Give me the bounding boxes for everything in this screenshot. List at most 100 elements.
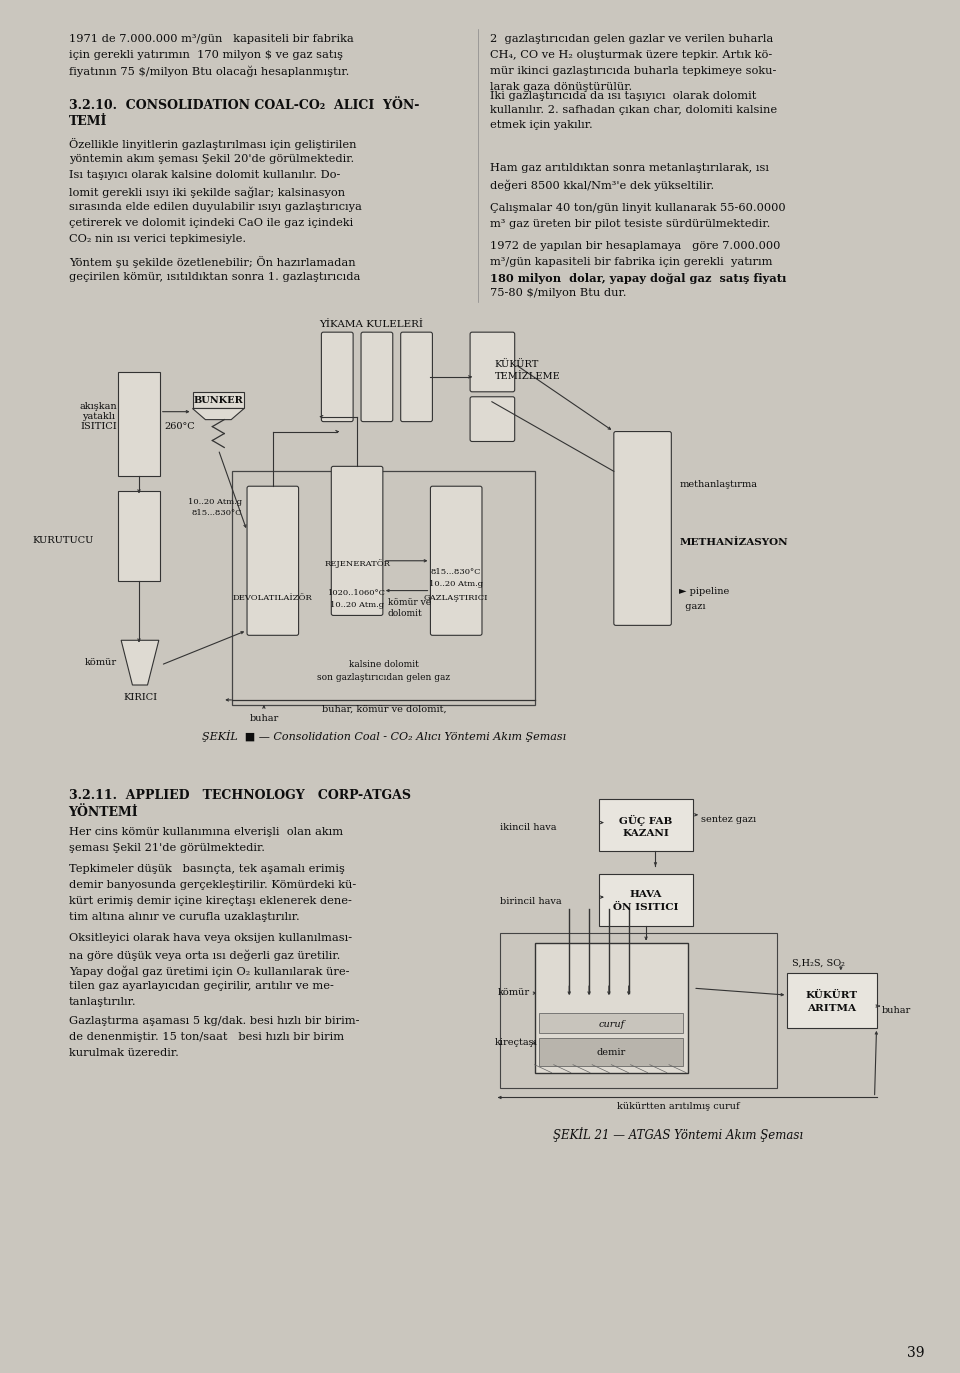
Text: 3.2.11.  APPLIED   TECHNOLOGY   CORP-ATGAS: 3.2.11. APPLIED TECHNOLOGY CORP-ATGAS [68, 789, 411, 802]
Text: demir: demir [597, 1048, 626, 1057]
Bar [500, 934, 778, 1087]
Bar [599, 799, 693, 851]
Text: 3.2.10.  CONSOLIDATION COAL-CO₂  ALICI  YÖN-: 3.2.10. CONSOLIDATION COAL-CO₂ ALICI YÖN… [68, 99, 419, 111]
Text: Yapay doğal gaz üretimi için O₂ kullanılarak üre-: Yapay doğal gaz üretimi için O₂ kullanıl… [68, 965, 349, 976]
Text: ► pipeline: ► pipeline [680, 586, 730, 596]
Text: akışkan: akışkan [80, 402, 117, 411]
Text: Tepkimeler düşük   basınçta, tek aşamalı erimiş: Tepkimeler düşük basınçta, tek aşamalı e… [68, 864, 345, 875]
FancyBboxPatch shape [361, 332, 393, 422]
Text: ISITICI: ISITICI [80, 422, 117, 431]
Text: demir banyosunda gerçekleştirilir. Kömürdeki kü-: demir banyosunda gerçekleştirilir. Kömür… [68, 880, 356, 890]
Text: kömür ve: kömür ve [388, 597, 431, 607]
Bar [118, 492, 159, 581]
Text: METHANİZASYON: METHANİZASYON [680, 538, 788, 548]
Text: tilen gaz ayarlayıcıdan geçirilir, arıtılır ve me-: tilen gaz ayarlayıcıdan geçirilir, arıtı… [68, 982, 333, 991]
Text: kömür: kömür [85, 658, 117, 667]
Text: sentez gazı: sentez gazı [701, 814, 756, 824]
Text: İki gazlaştırıcıda da ısı taşıyıcı  olarak dolomit: İki gazlaştırıcıda da ısı taşıyıcı olara… [490, 89, 756, 100]
Text: Isı taşıyıcı olarak kalsine dolomit kullanılır. Do-: Isı taşıyıcı olarak kalsine dolomit kull… [68, 170, 340, 180]
Text: DEVOLATILAİZÖR: DEVOLATILAİZÖR [233, 595, 313, 601]
Text: kükürtten arıtılmış curuf: kükürtten arıtılmış curuf [617, 1103, 739, 1112]
Text: lomit gerekli ısıyı iki şekilde sağlar; kalsinasyon: lomit gerekli ısıyı iki şekilde sağlar; … [68, 187, 345, 198]
Text: TEMİZLEME: TEMİZLEME [494, 372, 561, 380]
Text: ÖN ISITICI: ÖN ISITICI [613, 903, 679, 912]
FancyBboxPatch shape [322, 332, 353, 422]
Text: buhar, kömür ve dolomit,: buhar, kömür ve dolomit, [322, 704, 446, 714]
Text: 1971 de 7.000.000 m³/gün   kapasiteli bir fabrika: 1971 de 7.000.000 m³/gün kapasiteli bir … [68, 34, 353, 44]
Text: KAZANI: KAZANI [623, 828, 669, 838]
Bar [787, 973, 876, 1028]
Text: kireçtaşı: kireçtaşı [494, 1038, 538, 1046]
Text: dolomit: dolomit [388, 610, 422, 618]
Text: buhar: buhar [250, 714, 278, 722]
Text: 10..20 Atm.g: 10..20 Atm.g [330, 600, 384, 608]
Text: 815...830°C: 815...830°C [431, 568, 482, 577]
FancyBboxPatch shape [400, 332, 432, 422]
FancyBboxPatch shape [430, 486, 482, 636]
Text: gazı: gazı [680, 603, 706, 611]
Text: değeri 8500 kkal/Nm³'e dek yükseltilir.: değeri 8500 kkal/Nm³'e dek yükseltilir. [490, 178, 714, 191]
Text: ŞEKİL 21 — ATGAS Yöntemi Akım Şeması: ŞEKİL 21 — ATGAS Yöntemi Akım Şeması [553, 1127, 804, 1142]
Bar [599, 873, 693, 925]
Text: 180 milyon  dolar, yapay doğal gaz  satış fiyatı: 180 milyon dolar, yapay doğal gaz satış … [490, 272, 786, 284]
Polygon shape [121, 640, 158, 685]
Text: HAVA: HAVA [630, 890, 662, 899]
Text: 10..20 Atm.g: 10..20 Atm.g [429, 581, 483, 588]
Text: tim altına alınır ve curufla uzaklaştırılır.: tim altına alınır ve curufla uzaklaştırı… [68, 912, 300, 921]
Bar [540, 1013, 684, 1032]
Text: buhar: buhar [881, 1006, 911, 1015]
Text: 39: 39 [907, 1346, 924, 1361]
Text: YÖNTEMİ: YÖNTEMİ [68, 806, 138, 820]
Text: CO₂ nin ısı verici tepkimesiyle.: CO₂ nin ısı verici tepkimesiyle. [68, 233, 246, 244]
Text: m³ gaz üreten bir pilot tesiste sürdürülmektedir.: m³ gaz üreten bir pilot tesiste sürdürül… [490, 218, 770, 229]
Bar [118, 372, 159, 476]
Text: fiyatının 75 $/milyon Btu olacağı hesaplanmıştır.: fiyatının 75 $/milyon Btu olacağı hesapl… [68, 66, 349, 77]
Text: na göre düşük veya orta ısı değerli gaz üretilir.: na göre düşük veya orta ısı değerli gaz … [68, 949, 340, 961]
Bar [535, 943, 688, 1072]
Bar [540, 1038, 684, 1065]
Text: 260°C: 260°C [165, 422, 196, 431]
Text: 815...830°C: 815...830°C [192, 508, 242, 516]
Text: KÜKÜRT: KÜKÜRT [805, 991, 858, 1000]
Bar [193, 391, 244, 409]
Text: kurulmak üzeredir.: kurulmak üzeredir. [68, 1048, 179, 1057]
Text: 1020..1060°C: 1020..1060°C [328, 589, 386, 597]
Polygon shape [193, 409, 244, 420]
Text: REJENERATÖR: REJENERATÖR [324, 559, 390, 567]
Text: 10..20 Atm.g: 10..20 Atm.g [188, 498, 242, 507]
Text: şeması Şekil 21'de görülmektedir.: şeması Şekil 21'de görülmektedir. [68, 843, 265, 853]
Text: methanlaştırma: methanlaştırma [680, 481, 757, 489]
Text: Ham gaz arıtıldıktan sonra metanlaştırılarak, ısı: Ham gaz arıtıldıktan sonra metanlaştırıl… [490, 163, 769, 173]
Text: GAZLAŞTIRICI: GAZLAŞTIRICI [424, 595, 489, 601]
Text: KURUTUCU: KURUTUCU [32, 535, 93, 545]
Text: 1972 de yapılan bir hesaplamaya   göre 7.000.000: 1972 de yapılan bir hesaplamaya göre 7.0… [490, 240, 780, 251]
Text: Özellikle linyitlerin gazlaştırılması için geliştirilen: Özellikle linyitlerin gazlaştırılması iç… [68, 139, 356, 151]
Text: Gazlaştırma aşaması 5 kg/dak. besi hızlı bir birim-: Gazlaştırma aşaması 5 kg/dak. besi hızlı… [68, 1016, 359, 1026]
FancyBboxPatch shape [470, 397, 515, 442]
Text: YİKAMA KULELERİ: YİKAMA KULELERİ [319, 320, 423, 330]
Text: kürt erimiş demir içine kireçtaşı eklenerek dene-: kürt erimiş demir içine kireçtaşı eklene… [68, 895, 351, 906]
Text: ARITMA: ARITMA [807, 1004, 856, 1013]
Text: yöntemin akım şeması Şekil 20'de görülmektedir.: yöntemin akım şeması Şekil 20'de görülme… [68, 154, 354, 165]
Text: m³/gün kapasiteli bir fabrika için gerekli  yatırım: m³/gün kapasiteli bir fabrika için gerek… [490, 257, 773, 266]
Text: S,H₂S, SO₂: S,H₂S, SO₂ [792, 958, 845, 968]
Text: ŞEKİL  ■ — Consolidation Coal - CO₂ Alıcı Yöntemi Akım Şeması: ŞEKİL ■ — Consolidation Coal - CO₂ Alıcı… [202, 729, 565, 741]
Text: larak gaza dönüştürülür.: larak gaza dönüştürülür. [490, 81, 633, 92]
Text: BUNKER: BUNKER [193, 395, 243, 405]
Text: KÜKÜRT: KÜKÜRT [494, 360, 540, 369]
Text: de denenmiştir. 15 ton/saat   besi hızlı bir birim: de denenmiştir. 15 ton/saat besi hızlı b… [68, 1032, 344, 1042]
Text: KIRICI: KIRICI [123, 693, 157, 702]
Text: CH₄, CO ve H₂ oluşturmak üzere tepkir. Artık kö-: CH₄, CO ve H₂ oluşturmak üzere tepkir. A… [490, 49, 772, 60]
Text: son gazlaştırıcıdan gelen gaz: son gazlaştırıcıdan gelen gaz [317, 673, 450, 682]
Text: kömür: kömür [497, 989, 530, 997]
Text: kullanılır. 2. safhadan çıkan char, dolomiti kalsine: kullanılır. 2. safhadan çıkan char, dolo… [490, 104, 777, 114]
Text: geçirilen kömür, ısıtıldıktan sonra 1. gazlaştırıcıda: geçirilen kömür, ısıtıldıktan sonra 1. g… [68, 272, 360, 281]
FancyBboxPatch shape [470, 332, 515, 391]
Text: GÜÇ FAB: GÜÇ FAB [619, 814, 673, 825]
Text: Yöntem şu şekilde özetlenebilir; Ön hazırlamadan: Yöntem şu şekilde özetlenebilir; Ön hazı… [68, 255, 355, 268]
Text: Her cins kömür kullanımına elverişli  olan akım: Her cins kömür kullanımına elverişli ola… [68, 827, 343, 838]
Text: ikincil hava: ikincil hava [500, 822, 557, 832]
Text: mür ikinci gazlaştırıcıda buharla tepkimeye soku-: mür ikinci gazlaştırıcıda buharla tepkim… [490, 66, 777, 76]
Text: etmek için yakılır.: etmek için yakılır. [490, 121, 592, 130]
Text: birincil hava: birincil hava [500, 897, 562, 906]
